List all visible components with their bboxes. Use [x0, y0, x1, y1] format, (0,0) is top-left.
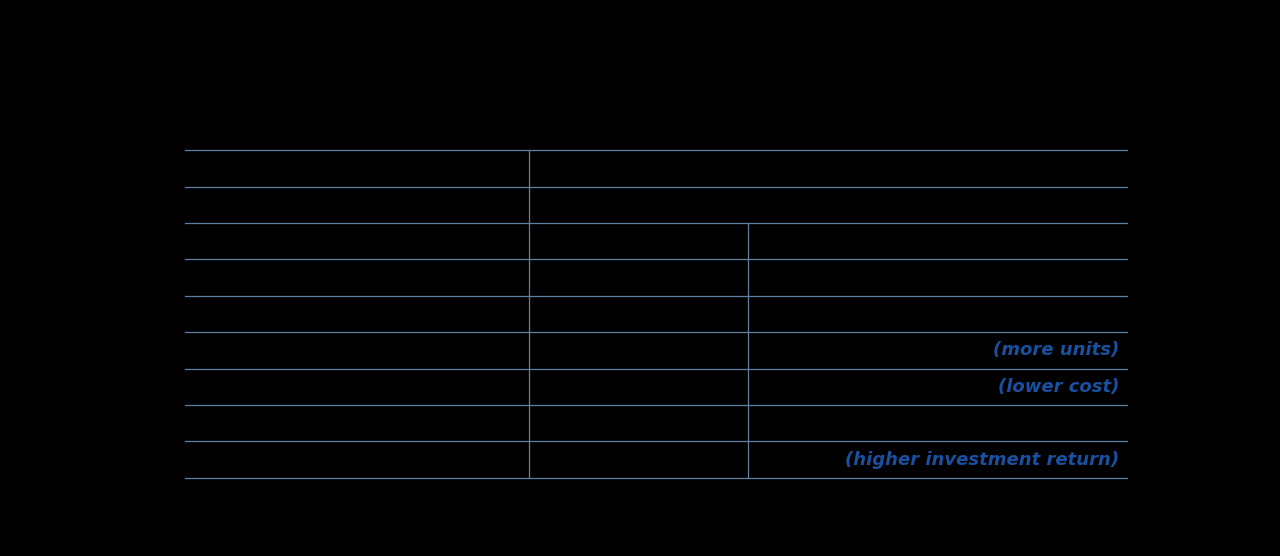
Text: (lower cost): (lower cost) [998, 378, 1119, 396]
Text: (higher investment return): (higher investment return) [845, 450, 1119, 469]
Text: (more units): (more units) [993, 341, 1119, 359]
